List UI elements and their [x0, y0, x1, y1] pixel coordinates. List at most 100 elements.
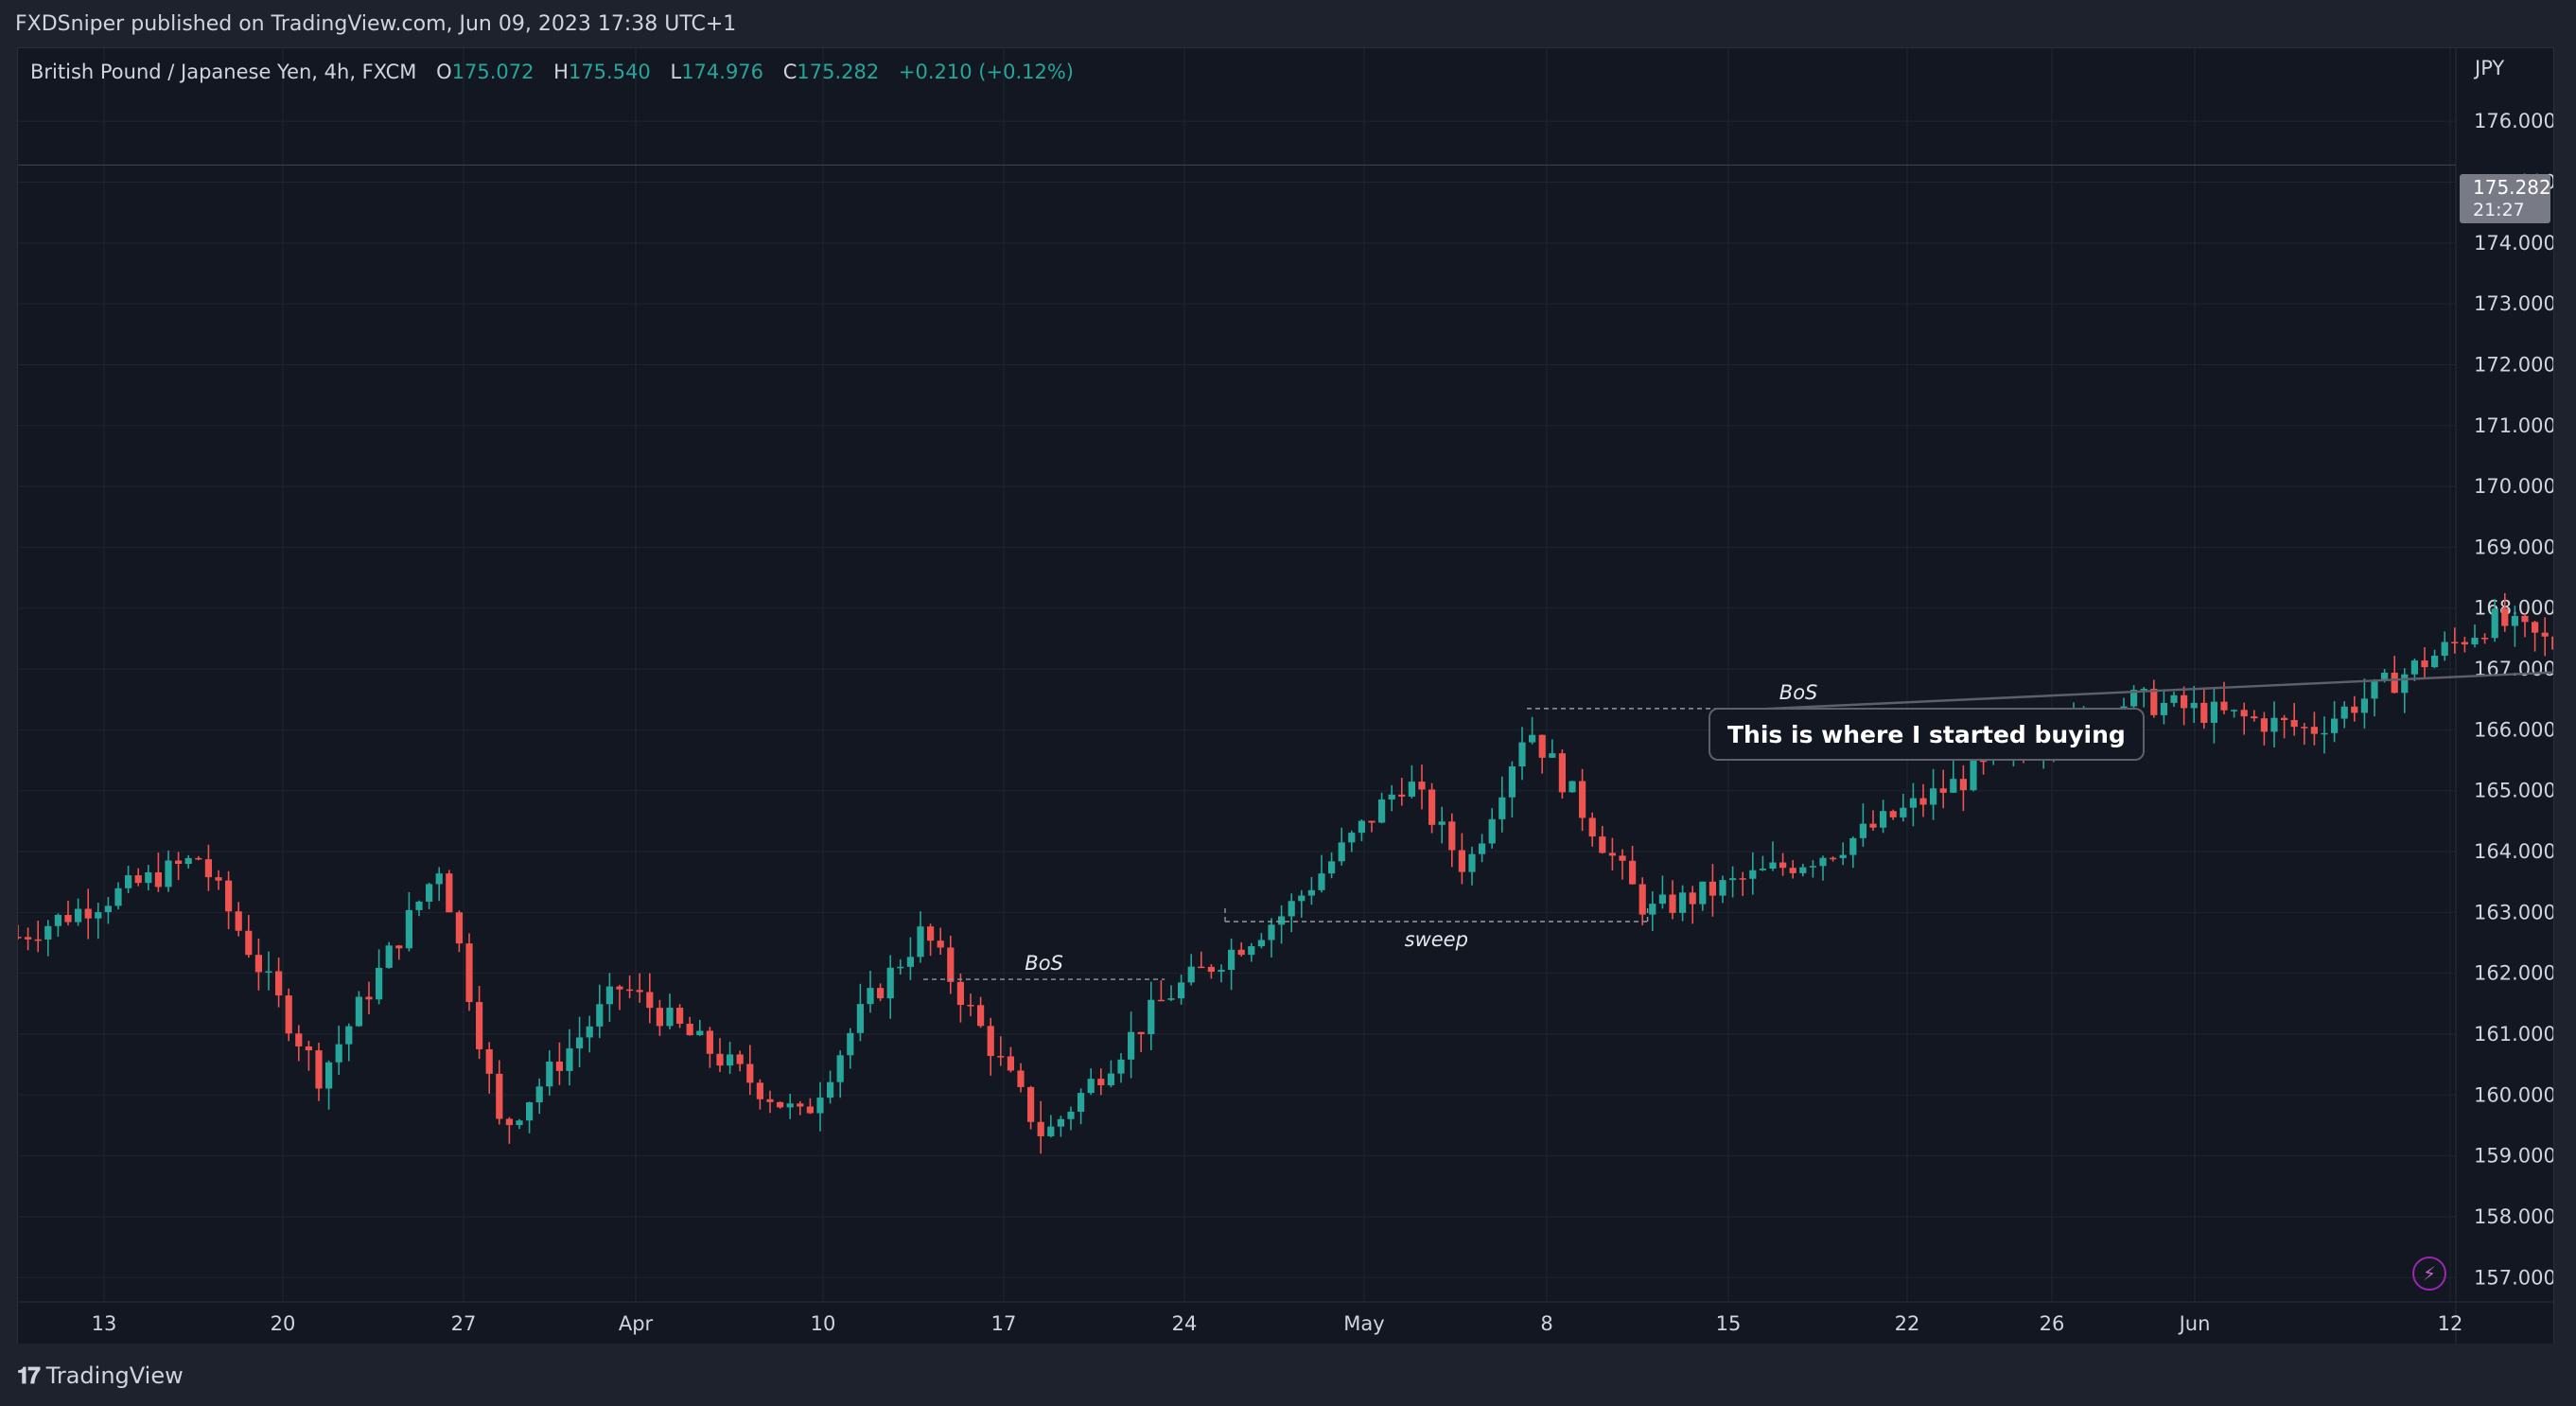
candle-body — [1228, 949, 1235, 971]
symbol-name[interactable]: British Pound / Japanese Yen, 4h, FXCM — [30, 61, 417, 83]
tradingview-logo[interactable]: 𝟏𝟕 TradingView — [17, 1362, 184, 1389]
candle-body — [1900, 807, 1907, 817]
candle-body — [1939, 788, 1947, 793]
candle-body — [2501, 608, 2509, 626]
candle-body — [1428, 789, 1436, 825]
candle-body — [886, 967, 894, 999]
candle-body — [1388, 794, 1395, 800]
candle-body — [385, 945, 393, 968]
x-tick-label: 24 — [1172, 1312, 1198, 1335]
y-tick-label: 168.000 — [2474, 597, 2553, 620]
candle-body — [245, 930, 253, 956]
candle-body — [1809, 866, 1816, 868]
candle-body — [1588, 817, 1596, 837]
y-tick-label: 165.000 — [2474, 780, 2553, 802]
candle-body — [1679, 892, 1687, 913]
y-tick-label: 173.000 — [2474, 292, 2553, 315]
candle-body — [947, 947, 955, 982]
candle-body — [877, 988, 885, 999]
candle-body — [446, 873, 453, 913]
candle-body — [2200, 702, 2208, 723]
lightning-icon[interactable]: ⚡ — [2412, 1257, 2446, 1291]
candle-body — [1508, 765, 1516, 798]
tradingview-logo-icon: 𝟏𝟕 — [17, 1362, 41, 1389]
x-tick-label: Apr — [619, 1312, 654, 1335]
candle-body — [1078, 1093, 1085, 1112]
candle-body — [1007, 1056, 1014, 1071]
candle-body — [165, 860, 172, 888]
x-tick-label: 17 — [991, 1312, 1017, 1335]
candle-body — [676, 1008, 684, 1024]
y-tick-label: 160.000 — [2474, 1083, 2553, 1106]
candle-body — [25, 937, 32, 940]
x-tick-label: 26 — [2040, 1312, 2065, 1335]
candle-body — [1438, 821, 1446, 825]
candle-body — [2410, 660, 2418, 675]
candle-body — [1128, 1031, 1135, 1060]
candle-body — [2301, 727, 2308, 729]
candle-body — [2210, 701, 2217, 723]
candle-body — [1909, 798, 1917, 808]
candle-body — [2441, 641, 2448, 656]
candle-body — [1157, 999, 1165, 1002]
candle-body — [2401, 674, 2409, 694]
candle-body — [145, 871, 152, 884]
bottom-bar — [0, 1344, 2576, 1406]
candle-body — [1328, 861, 1336, 874]
candle-body — [175, 860, 183, 865]
candle-body — [1037, 1121, 1044, 1136]
x-tick-label: 27 — [451, 1312, 477, 1335]
candle-body — [746, 1063, 754, 1083]
candle-body — [496, 1073, 503, 1119]
candle-body — [1448, 821, 1456, 851]
y-tick-label: 169.000 — [2474, 536, 2553, 558]
candle-body — [1839, 854, 1847, 858]
candle-body — [1027, 1086, 1035, 1122]
candle-body — [2360, 698, 2368, 713]
symbol-legend: British Pound / Japanese Yen, 4h, FXCM O… — [30, 61, 1074, 83]
candle-body — [485, 1048, 493, 1074]
candle-body — [1980, 760, 1988, 763]
candle-body — [1398, 794, 1406, 797]
candle-body — [2150, 688, 2158, 715]
candle-body — [1368, 820, 1376, 823]
candle-body — [1699, 881, 1707, 905]
candle-body — [2160, 702, 2167, 715]
bos-label: BoS — [1779, 681, 1818, 704]
candle-body — [2140, 688, 2147, 691]
candle-body — [1167, 998, 1175, 1000]
candle-body — [1117, 1059, 1125, 1074]
candle-body — [204, 859, 212, 878]
candle-body — [1608, 852, 1616, 856]
candle-body — [345, 1026, 353, 1045]
callout-note[interactable]: This is where I started buying — [1709, 708, 2145, 761]
candle-body — [706, 1030, 713, 1054]
candle-body — [2181, 694, 2188, 709]
callout-pointer — [1722, 671, 2553, 712]
candle-body — [696, 1030, 704, 1036]
publish-info: FXDSniper published on TradingView.com, … — [15, 12, 737, 36]
candle-body — [1498, 797, 1506, 819]
y-tick-label: 170.000 — [2474, 475, 2553, 498]
candle-body — [254, 955, 262, 973]
candle-body — [1338, 842, 1345, 862]
currency-label[interactable]: JPY — [2475, 57, 2505, 79]
candle-body — [1629, 860, 1637, 885]
x-tick-label: May — [1343, 1312, 1384, 1335]
candle-body — [656, 1008, 663, 1027]
candle-body — [1799, 867, 1807, 873]
candle-body — [836, 1055, 844, 1082]
candle-body — [315, 1050, 323, 1089]
chart-canvas[interactable]: 157.000 158.000 159.000 160.000 161.000 162.0… — [18, 48, 2553, 1344]
candle-body — [2391, 672, 2398, 694]
candle-body — [897, 966, 904, 969]
candle-body — [1057, 1118, 1064, 1127]
candle-body — [2521, 615, 2529, 623]
candle-body — [325, 1062, 333, 1089]
brand-name: TradingView — [45, 1362, 184, 1389]
candle-body — [34, 939, 42, 941]
chart-pane[interactable]: 157.000 158.000 159.000 160.000 161.000 162.0… — [17, 47, 2554, 1345]
candle-body — [616, 986, 623, 990]
candle-body — [1298, 895, 1306, 902]
candle-body — [2340, 706, 2348, 719]
